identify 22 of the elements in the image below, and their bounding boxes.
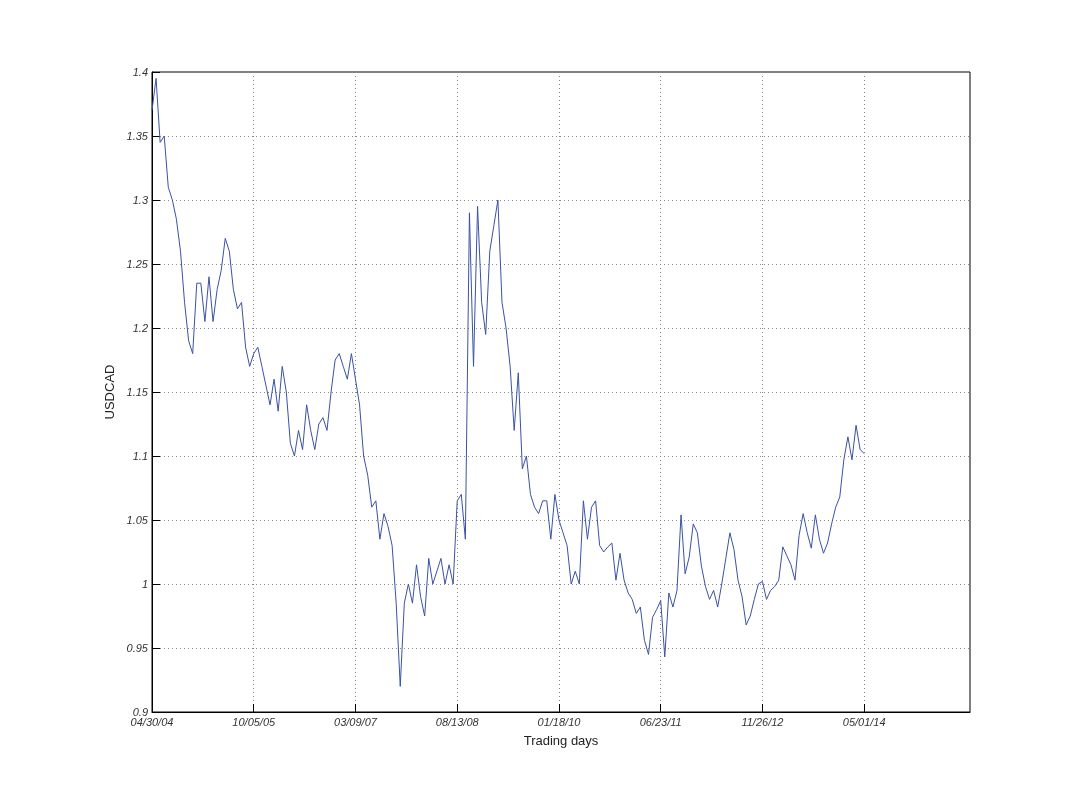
x-tick-label: 05/01/14: [842, 715, 886, 728]
x-tick-label: 11/26/12: [741, 715, 784, 728]
x-tick-label: 03/09/07: [334, 715, 378, 728]
x-tick-label: 01/18/10: [537, 715, 582, 728]
x-tick-label: 04/30/04: [130, 715, 174, 728]
y-tick-label: 1.15: [126, 386, 149, 398]
x-axis-title: Trading days: [523, 733, 599, 748]
y-tick-label: 1.25: [126, 258, 149, 270]
x-tick-label: 06/23/11: [639, 715, 682, 728]
y-tick-label: 1.05: [126, 514, 149, 526]
x-tick-label: 10/05/05: [232, 715, 277, 728]
y-tick-label: 1: [141, 578, 148, 590]
y-tick-label: 1.35: [126, 130, 149, 142]
y-axis-title: USDCAD: [101, 364, 117, 420]
y-tick-label: 1.2: [132, 322, 148, 334]
x-tick-label: 08/13/08: [435, 715, 480, 728]
y-tick-label: 1.4: [132, 66, 148, 78]
y-tick-label: 0.95: [126, 642, 149, 654]
y-tick-label: 1.1: [132, 450, 148, 462]
y-tick-label: 1.3: [132, 194, 149, 206]
y-tick-label: 0.9: [132, 706, 148, 718]
line-series: [151, 77, 865, 687]
